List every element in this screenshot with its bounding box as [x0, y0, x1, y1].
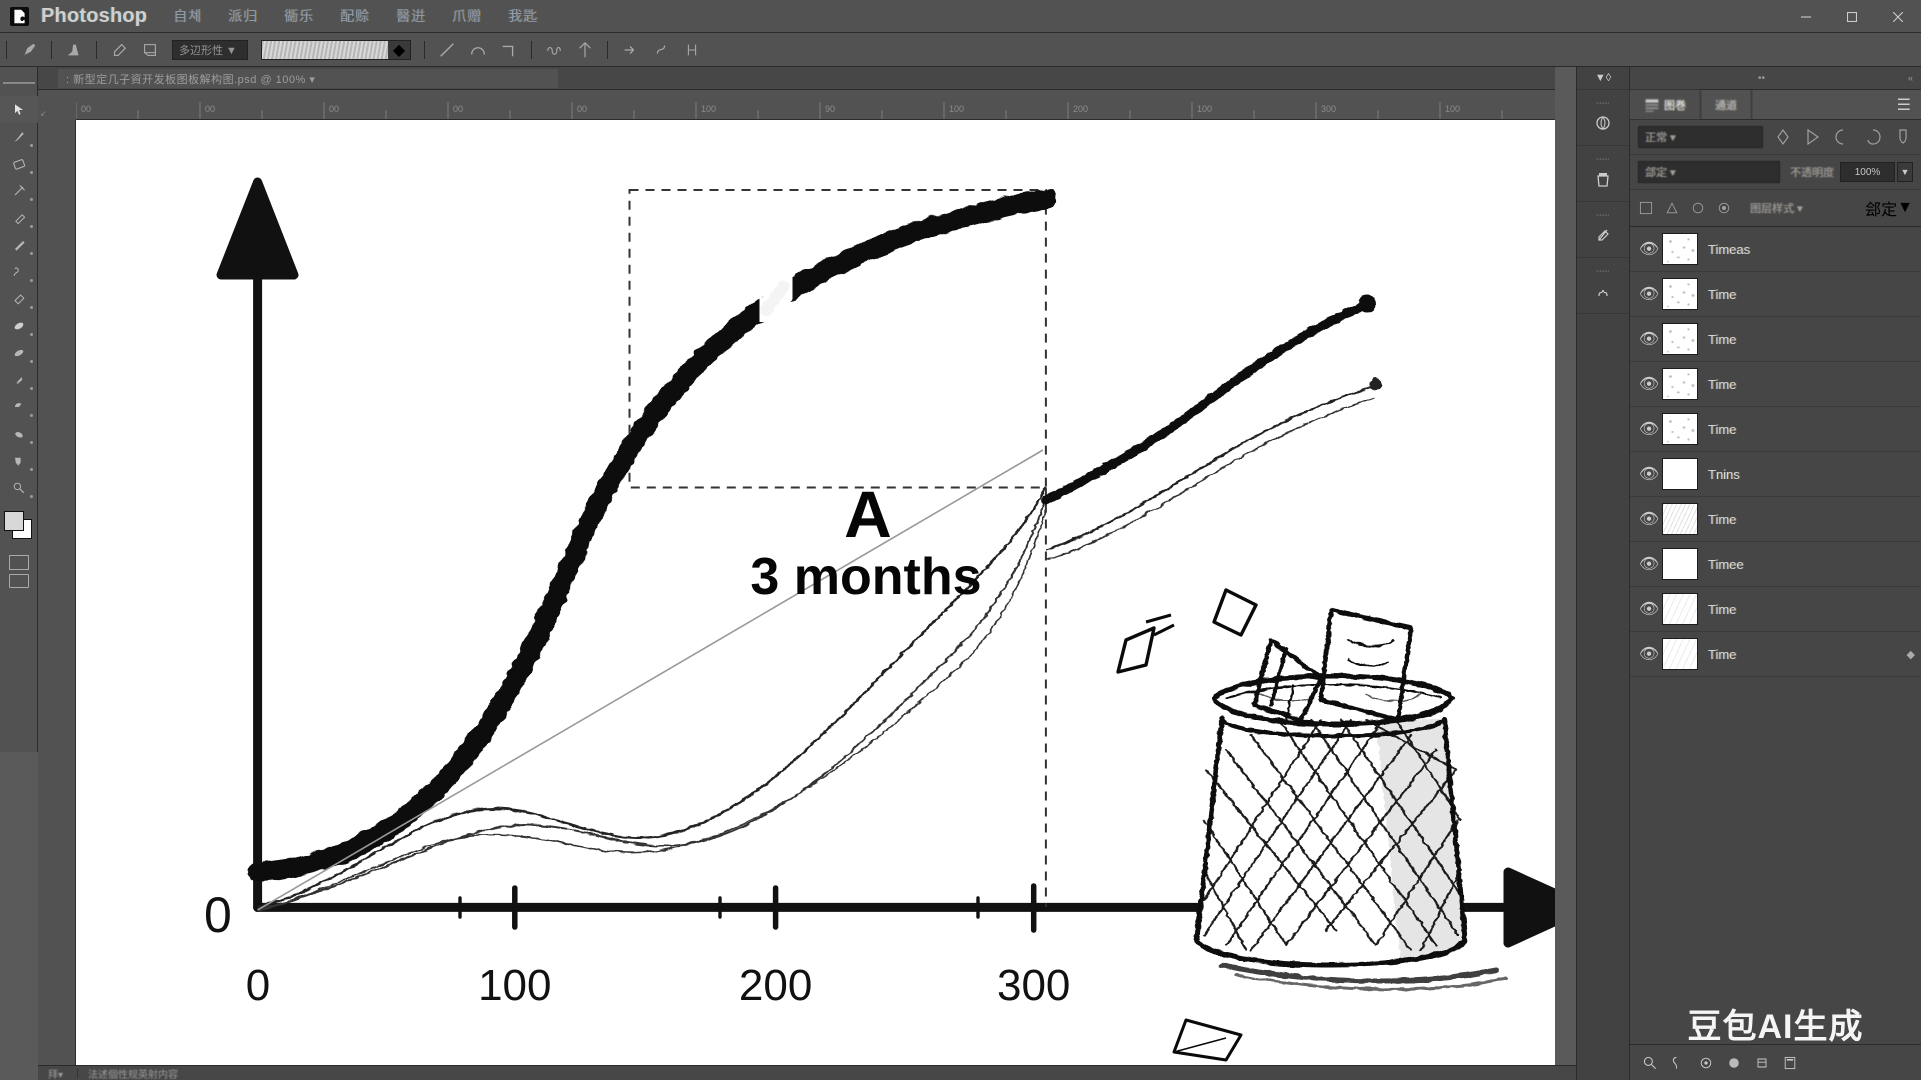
svg-text:0: 0 — [246, 961, 270, 1010]
svg-text:A: A — [844, 477, 892, 551]
svg-text:00: 00 — [453, 104, 463, 114]
svg-text:100: 100 — [701, 104, 716, 114]
svg-text:00: 00 — [329, 104, 339, 114]
svg-text:200: 200 — [1073, 104, 1088, 114]
svg-text:3 months: 3 months — [750, 548, 981, 606]
svg-text:100: 100 — [1445, 104, 1460, 114]
svg-text:90: 90 — [825, 104, 835, 114]
svg-text:200: 200 — [739, 961, 812, 1010]
svg-text:00: 00 — [205, 104, 215, 114]
svg-text:100: 100 — [1197, 104, 1212, 114]
svg-text:100: 100 — [949, 104, 964, 114]
svg-text:300: 300 — [1321, 104, 1336, 114]
svg-text:00: 00 — [577, 104, 587, 114]
svg-text:0: 0 — [204, 887, 232, 943]
svg-text:100: 100 — [478, 961, 551, 1010]
svg-text:00: 00 — [81, 104, 91, 114]
svg-text:300: 300 — [997, 961, 1070, 1010]
